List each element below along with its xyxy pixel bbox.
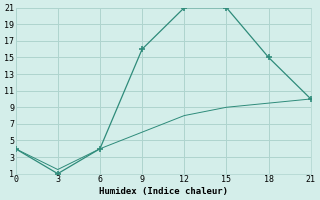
X-axis label: Humidex (Indice chaleur): Humidex (Indice chaleur) [99,187,228,196]
